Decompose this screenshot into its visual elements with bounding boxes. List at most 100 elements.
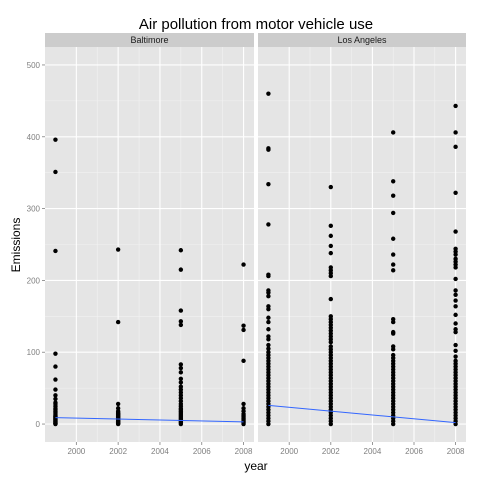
data-point (178, 248, 184, 253)
facet-panel: Los Angeles 2000 2002 2004 2006 2008 (258, 33, 466, 456)
data-point (115, 319, 121, 325)
y-tick-label: 200 (27, 276, 41, 285)
data-point (328, 339, 333, 345)
data-point (53, 169, 58, 175)
data-point (266, 319, 271, 325)
data-point (53, 421, 58, 427)
data-point (266, 337, 271, 342)
data-point (391, 347, 396, 352)
data-point (391, 179, 396, 184)
data-point (453, 288, 458, 293)
data-point (328, 296, 333, 302)
data-point (266, 342, 271, 348)
data-point (241, 358, 246, 364)
y-tick-label: 300 (27, 205, 41, 214)
data-point (391, 236, 396, 241)
data-point (53, 137, 58, 142)
data-point (391, 319, 396, 325)
data-point (266, 327, 271, 332)
facet-strip-label: Baltimore (130, 35, 168, 45)
data-point (53, 393, 58, 398)
y-tick-label: 100 (27, 348, 41, 357)
data-point (178, 365, 184, 371)
x-tick-label: 2008 (235, 447, 253, 456)
data-point (241, 421, 246, 427)
data-point (453, 354, 458, 359)
x-tick-label: 2000 (280, 447, 298, 456)
x-tick-label: 2004 (151, 447, 169, 456)
data-point (328, 250, 333, 256)
data-point (266, 315, 271, 320)
data-point (241, 323, 246, 328)
facet-strip (258, 33, 466, 47)
data-point (115, 247, 121, 252)
data-point (328, 421, 333, 427)
data-point (453, 252, 458, 257)
data-point (453, 304, 458, 309)
data-point (241, 401, 246, 407)
y-tick-label: 500 (27, 61, 41, 70)
data-point (453, 276, 458, 282)
x-tick-label: 2000 (67, 447, 85, 456)
data-point (453, 342, 458, 348)
data-point (178, 267, 184, 272)
y-tick-label: 0 (36, 420, 41, 429)
data-point (453, 321, 458, 326)
data-point (178, 380, 184, 385)
data-point (391, 193, 396, 198)
x-tick-label: 2008 (447, 447, 465, 456)
data-point (328, 223, 333, 229)
data-point (453, 190, 458, 195)
y-tick-label: 400 (27, 133, 41, 142)
data-point (266, 181, 271, 187)
data-point (391, 130, 396, 135)
data-point (178, 362, 184, 367)
data-point (453, 348, 458, 353)
data-point (453, 312, 458, 318)
data-point (53, 248, 58, 254)
facet-panel: Baltimore 2000 2002 2004 2006 2008 (45, 33, 254, 456)
data-point (53, 377, 58, 382)
x-tick-label: 2002 (322, 447, 340, 456)
data-point (115, 421, 121, 427)
data-point (453, 103, 458, 109)
data-point (453, 144, 458, 150)
data-point (266, 91, 271, 96)
facet-strip (45, 33, 254, 47)
data-point (266, 290, 271, 295)
data-point (178, 319, 184, 324)
data-point (178, 322, 184, 328)
data-point (266, 294, 271, 299)
data-point (241, 327, 246, 333)
data-point (391, 262, 396, 267)
y-axis-title: Emissions (9, 218, 23, 273)
data-point (391, 268, 396, 273)
data-point (266, 147, 271, 152)
data-point (178, 421, 184, 427)
data-point (266, 306, 271, 312)
x-tick-label: 2006 (193, 447, 211, 456)
data-point (328, 243, 333, 249)
data-point (453, 229, 458, 234)
data-point (266, 346, 271, 351)
data-point (178, 308, 184, 313)
data-point (178, 370, 184, 375)
data-point (391, 252, 396, 257)
data-point (391, 331, 396, 336)
data-point (53, 396, 58, 402)
data-point (266, 222, 271, 227)
data-point (115, 401, 121, 407)
data-point (178, 376, 184, 381)
x-tick-label: 2002 (109, 447, 127, 456)
data-point (391, 421, 396, 427)
data-point (266, 273, 271, 279)
chart-title: Air pollution from motor vehicle use (139, 16, 373, 33)
x-axis-title: year (244, 459, 267, 473)
facet-strip-label: Los Angeles (337, 35, 387, 45)
data-point (53, 387, 58, 392)
x-tick-label: 2006 (405, 447, 423, 456)
data-point (328, 273, 333, 279)
trend-line (268, 404, 456, 424)
data-point (328, 184, 333, 190)
